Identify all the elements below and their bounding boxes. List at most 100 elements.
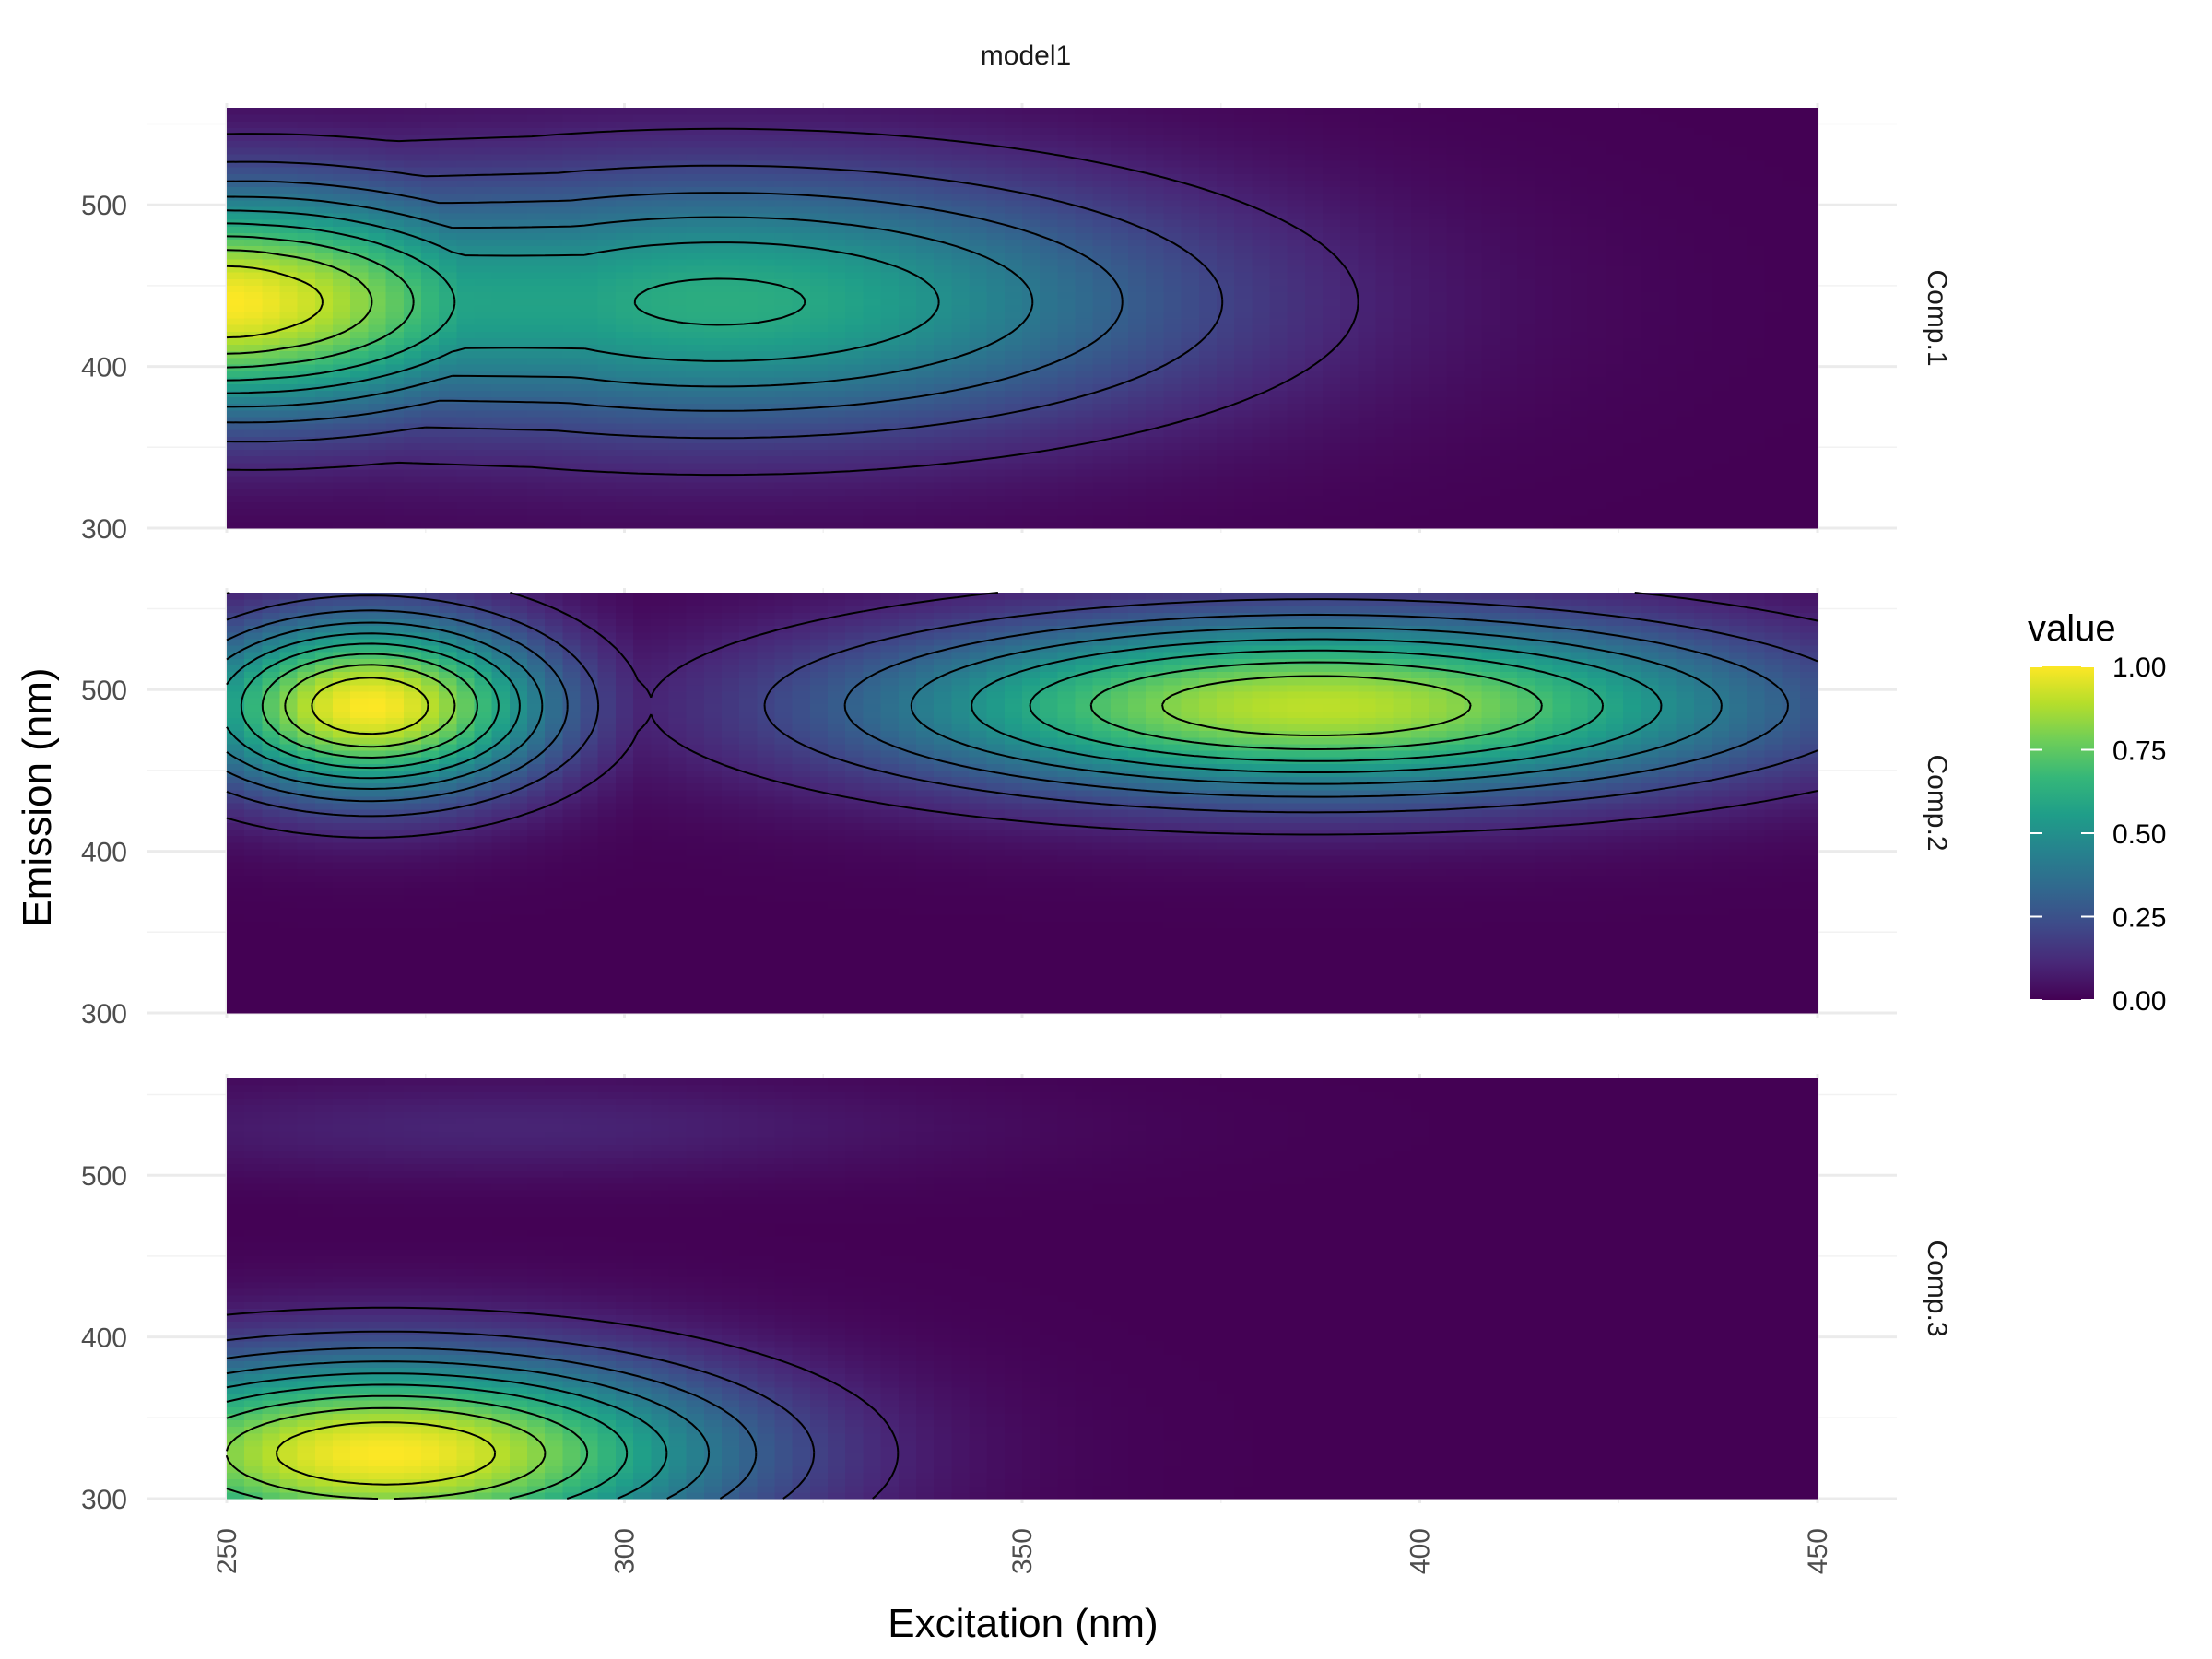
heatmap-cell [1040,167,1058,174]
heatmap-cell [845,403,864,411]
heatmap-cell [757,371,776,378]
heatmap-cell [1323,462,1341,470]
heatmap-cell [1234,311,1253,319]
heatmap-cell [403,258,422,266]
heatmap-cell [509,272,528,279]
heatmap-cell [1570,114,1589,122]
heatmap-cell [597,239,617,247]
heatmap-cell [368,180,387,188]
heatmap-cell [262,488,281,496]
heatmap-cell [1481,514,1500,523]
heatmap-cell [1499,436,1518,443]
heatmap-cell [1181,462,1200,470]
heatmap-cell [1499,180,1518,188]
heatmap-cell [774,371,794,378]
heatmap-cell [333,476,351,483]
heatmap-cell [651,508,670,516]
heatmap-cell [262,285,281,293]
heatmap-cell [828,449,846,457]
heatmap-cell [1040,468,1058,477]
heatmap-cell [703,252,723,260]
heatmap-cell [1040,409,1058,418]
heatmap-cell [1516,153,1535,161]
heatmap-cell [580,298,599,306]
heatmap-cell [1304,462,1324,470]
heatmap-cell [1499,468,1518,477]
heatmap-cell [934,371,952,378]
heatmap-cell [668,383,688,391]
heatmap-cell [757,423,776,430]
heatmap-cell [880,377,900,384]
heatmap-cell [633,173,652,181]
heatmap-cell [1075,278,1094,286]
heatmap-cell [491,514,511,523]
heatmap-cell [1146,219,1165,227]
heatmap-cell [633,462,652,470]
heatmap-cell [1323,140,1341,148]
heatmap-cell [792,180,811,188]
heatmap-cell [703,258,723,266]
heatmap-cell [385,173,405,181]
heatmap-cell [934,304,952,312]
heatmap-cell [491,291,511,300]
heatmap-cell [1304,409,1324,418]
heatmap-cell [1340,206,1359,214]
heatmap-cell [1410,468,1430,477]
heatmap-cell [1287,285,1306,293]
heatmap-cell [1198,357,1218,365]
heatmap-cell [527,278,546,286]
heatmap-cell [863,409,882,418]
heatmap-cell [1570,521,1589,529]
heatmap-cell [314,121,334,128]
heatmap-cell [1040,436,1058,443]
heatmap-cell [597,245,617,253]
heatmap-cell [774,108,794,115]
heatmap-cell [262,383,281,391]
heatmap-cell [863,468,882,477]
heatmap-cell [686,482,705,489]
heatmap-cell [934,482,952,489]
heatmap-cell [686,344,705,352]
heatmap-cell [403,140,422,148]
heatmap-cell [703,396,723,405]
heatmap-cell [1446,318,1465,325]
heatmap-cell [333,180,351,188]
heatmap-cell [986,147,1006,155]
heatmap-cell [333,371,351,378]
heatmap-cell [350,442,370,451]
heatmap-cell [227,173,245,181]
heatmap-cell [934,396,952,405]
heatmap-cell [1181,153,1200,161]
heatmap-cell [1198,311,1218,319]
heatmap-cell [368,436,387,443]
heatmap-cell [279,298,299,306]
heatmap-cell [527,199,546,207]
heatmap-cell [1393,436,1412,443]
heatmap-cell [615,429,634,437]
heatmap-cell [1446,311,1465,319]
heatmap-cell [333,272,351,279]
heatmap-cell [456,337,476,346]
heatmap-cell [898,153,917,161]
heatmap-cell [951,285,971,293]
heatmap-cell [686,252,705,260]
heatmap-cell [1057,121,1077,128]
heatmap-cell [1128,403,1147,411]
heatmap-cell [828,140,846,148]
heatmap-cell [1375,114,1394,122]
heatmap-cell [1234,252,1253,260]
heatmap-cell [1481,488,1500,496]
heatmap-cell [828,318,846,325]
heatmap-cell [898,186,917,194]
heatmap-cell [350,436,370,443]
heatmap-cell [545,140,563,148]
heatmap-cell [439,173,457,181]
heatmap-cell [456,390,476,398]
heatmap-cell [934,344,952,352]
heatmap-cell [1057,193,1077,201]
heatmap-cell [562,167,582,174]
heatmap-cell [597,121,617,128]
heatmap-cell [809,423,829,430]
heatmap-cell [1340,180,1359,188]
heatmap-cell [545,396,563,405]
